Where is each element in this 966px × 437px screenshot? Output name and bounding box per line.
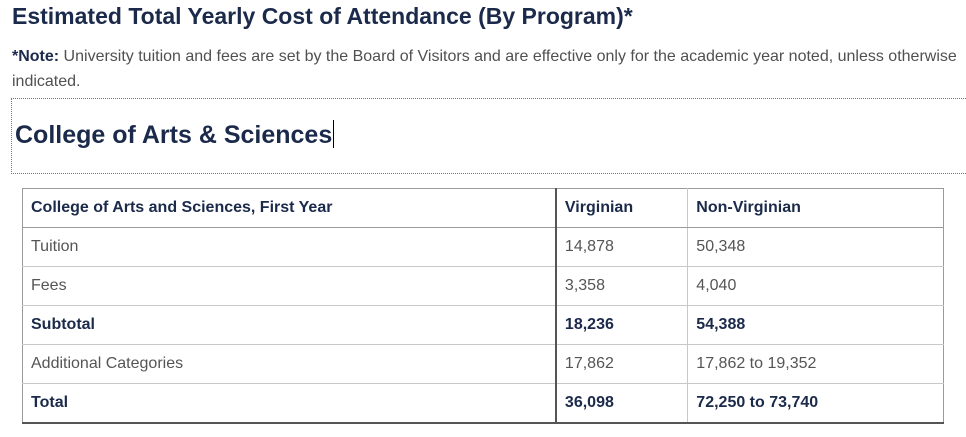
section-heading[interactable]: College of Arts & Sciences <box>15 117 335 153</box>
table-row-fees: Fees 3,358 4,040 <box>21 266 944 306</box>
row-label: Subtotal <box>21 305 557 345</box>
header-program: College of Arts and Sciences, First Year <box>21 188 557 228</box>
table-row-additional-categories: Additional Categories 17,862 17,862 to 1… <box>21 344 944 384</box>
row-label: Total <box>21 383 557 424</box>
page-title: Estimated Total Yearly Cost of Attendanc… <box>12 3 633 29</box>
non-virginian-value: 17,862 to 19,352 <box>687 344 944 384</box>
row-label: Fees <box>21 266 557 306</box>
header-non-virginian: Non-Virginian <box>687 188 944 228</box>
editable-heading-region[interactable]: College of Arts & Sciences <box>11 98 966 174</box>
non-virginian-value: 50,348 <box>687 227 944 267</box>
table-header-row: College of Arts and Sciences, First Year… <box>21 188 944 228</box>
row-label: Tuition <box>21 227 557 267</box>
non-virginian-value: 72,250 to 73,740 <box>687 383 944 424</box>
row-label: Additional Categories <box>21 344 557 384</box>
non-virginian-value: 4,040 <box>687 266 944 306</box>
non-virginian-value: 54,388 <box>687 305 944 345</box>
header-virginian: Virginian <box>554 188 689 228</box>
table-row-subtotal: Subtotal 18,236 54,388 <box>21 305 944 345</box>
note-label: *Note: <box>12 48 60 65</box>
table-row-total: Total 36,098 72,250 to 73,740 <box>21 383 944 424</box>
text-cursor <box>333 120 335 148</box>
section-heading-text[interactable]: College of Arts & Sciences <box>15 121 333 149</box>
virginian-value: 14,878 <box>554 227 689 267</box>
table-row-tuition: Tuition 14,878 50,348 <box>21 227 944 267</box>
virginian-value: 18,236 <box>554 305 689 345</box>
virginian-value: 17,862 <box>554 344 689 384</box>
tuition-note: *Note: University tuition and fees are s… <box>12 44 966 94</box>
virginian-value: 36,098 <box>554 383 689 424</box>
virginian-value: 3,358 <box>554 266 689 306</box>
note-text: University tuition and fees are set by t… <box>12 48 957 90</box>
cost-table: College of Arts and Sciences, First Year… <box>21 188 944 424</box>
